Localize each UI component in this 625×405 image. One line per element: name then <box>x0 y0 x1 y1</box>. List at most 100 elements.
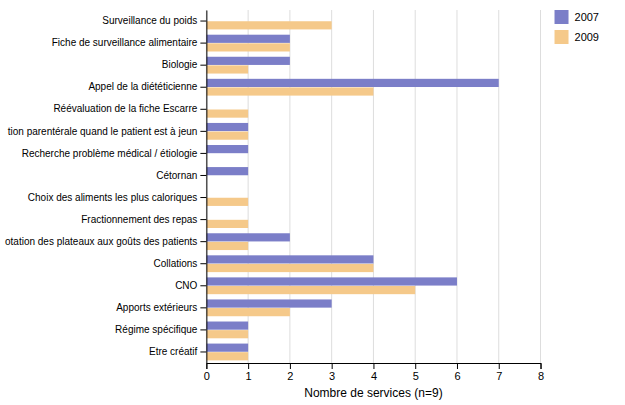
bar <box>206 352 248 360</box>
x-axis-title: Nombre de services (n=9) <box>304 386 442 400</box>
tick-mark <box>499 363 500 369</box>
grid-line <box>415 10 416 363</box>
bar <box>206 242 248 250</box>
x-axis: 012345678 <box>204 363 544 382</box>
tick-label: CNO <box>175 280 197 291</box>
bar <box>206 109 248 117</box>
tick-mark <box>200 307 206 308</box>
tick-label: 8 <box>538 370 544 382</box>
tick-mark <box>200 87 206 88</box>
bar <box>206 286 415 294</box>
grid-line <box>456 10 457 363</box>
tick: 1 <box>246 363 252 382</box>
tick: CNO <box>175 280 206 291</box>
bar <box>206 35 290 43</box>
bar <box>206 79 498 87</box>
tick-label: 6 <box>454 370 460 382</box>
tick-label: Fractionnement des repas <box>81 214 197 225</box>
tick: 3 <box>329 363 335 382</box>
tick-mark <box>373 363 374 369</box>
tick-mark <box>200 43 206 44</box>
bar-series <box>206 35 498 352</box>
grid-line <box>373 10 374 363</box>
tick: Biologie <box>162 59 207 70</box>
tick: Cétornan <box>156 170 206 181</box>
grid-line <box>498 10 499 363</box>
tick-label: Recherche problème médical / étiologie <box>22 148 198 159</box>
plot: 012345678Surveillance du poidsFiche de s… <box>5 10 544 382</box>
legend-swatch <box>555 10 569 24</box>
tick-label: Cétornan <box>156 170 197 181</box>
tick-mark <box>200 263 206 264</box>
tick: Etre créatif <box>149 346 206 357</box>
grid-line <box>206 10 207 363</box>
tick-label: Apports extérieurs <box>116 302 197 313</box>
grid-line <box>331 10 332 363</box>
tick: Apports extérieurs <box>116 302 206 313</box>
bars <box>206 21 498 360</box>
tick-mark <box>290 363 291 369</box>
grid <box>206 10 540 363</box>
tick: tion parentérale quand le patient est à … <box>8 126 207 137</box>
bar <box>206 233 290 241</box>
tick-mark <box>206 363 207 369</box>
tick-label: tion parentérale quand le patient est à … <box>8 126 198 137</box>
bar <box>206 145 248 153</box>
tick: Régime spécifique <box>115 324 206 335</box>
tick-label: 7 <box>496 370 502 382</box>
bar <box>206 167 248 175</box>
tick-mark <box>200 197 206 198</box>
tick-mark <box>415 363 416 369</box>
tick-label: 2 <box>287 370 293 382</box>
axis-line <box>206 11 207 364</box>
bar <box>206 65 248 73</box>
tick-label: 3 <box>329 370 335 382</box>
tick: 0 <box>204 363 210 382</box>
tick-mark <box>200 241 206 242</box>
bar <box>206 57 290 65</box>
bar <box>206 308 290 316</box>
tick-mark <box>248 363 249 369</box>
legend-label: 2007 <box>575 11 599 23</box>
tick-mark <box>200 131 206 132</box>
bar <box>206 277 457 285</box>
tick-mark <box>200 65 206 66</box>
bar <box>206 255 373 263</box>
tick: otation des plateaux aux goûts des patie… <box>5 236 206 247</box>
legend-item: 2009 <box>555 30 599 44</box>
tick-mark <box>457 363 458 369</box>
legend: 2007 2009 <box>555 10 599 44</box>
tick-label: Biologie <box>162 59 198 70</box>
tick: Recherche problème médical / étiologie <box>22 148 207 159</box>
tick-mark <box>200 21 206 22</box>
tick-label: Surveillance du poids <box>102 15 197 26</box>
bar <box>206 299 331 307</box>
tick-mark <box>200 109 206 110</box>
tick-label: 5 <box>413 370 419 382</box>
bar <box>206 132 248 140</box>
tick-mark <box>200 219 206 220</box>
tick-mark <box>200 153 206 154</box>
bar <box>206 322 248 330</box>
tick: Appel de la diététicienne <box>88 81 206 92</box>
tick-label: Collations <box>153 258 197 269</box>
tick: Collations <box>153 258 206 269</box>
legend-label: 2009 <box>575 31 599 43</box>
bar <box>206 220 248 228</box>
bar <box>206 198 248 206</box>
bar <box>206 330 248 338</box>
tick-label: Choix des aliments les plus caloriques <box>28 192 198 203</box>
legend-swatch <box>555 30 569 44</box>
tick: 8 <box>538 363 544 382</box>
bar <box>206 87 373 95</box>
tick-label: 1 <box>246 370 252 382</box>
tick: 5 <box>413 363 419 382</box>
tick-label: Régime spécifique <box>115 324 198 335</box>
tick-mark <box>332 363 333 369</box>
bar <box>206 123 248 131</box>
tick: Choix des aliments les plus caloriques <box>28 192 207 203</box>
tick-label: Fiche de surveillance alimentaire <box>52 37 198 48</box>
tick: Réévaluation de la fiche Escarre <box>53 103 206 114</box>
axis-line <box>207 364 541 370</box>
legend-item: 2007 <box>555 10 599 24</box>
